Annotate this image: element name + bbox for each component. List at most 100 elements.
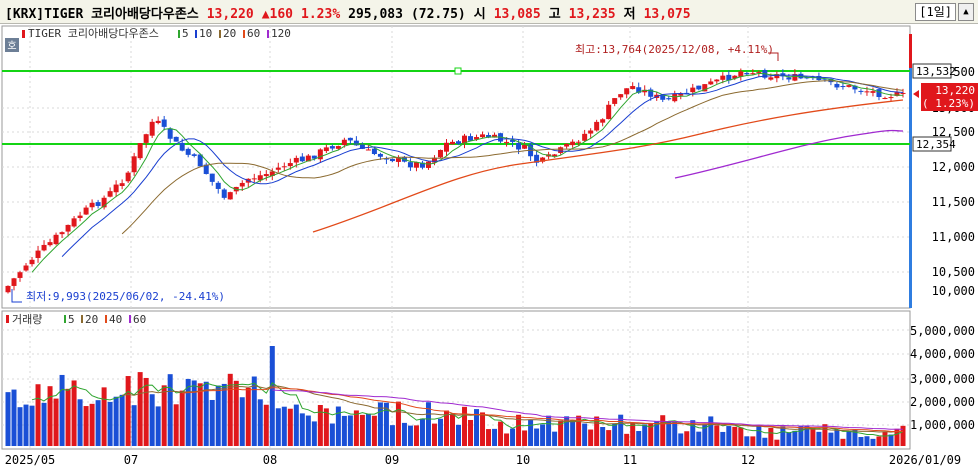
candlestick <box>678 93 684 96</box>
volume-bar <box>179 390 185 446</box>
volume-bar <box>816 431 822 446</box>
volume-bar <box>149 394 155 446</box>
volume-bar <box>810 427 816 446</box>
candlestick <box>143 134 149 143</box>
chart-area[interactable]: 호 TIGER 코리아배당다우존스 5 10 20 60 120 최고:13,764(2… <box>0 24 978 469</box>
volume-bar <box>41 402 47 446</box>
candlestick <box>413 162 419 168</box>
candlestick <box>666 98 672 100</box>
volume-bar <box>227 373 233 446</box>
candlestick <box>269 171 275 177</box>
volume-bar <box>305 415 311 446</box>
candlestick <box>23 265 29 271</box>
candlestick <box>558 147 564 154</box>
volume-bar <box>792 430 798 446</box>
upper-horizontal-line-handle[interactable] <box>454 67 462 75</box>
date-axis-label: 08 <box>263 453 277 467</box>
volume-bar <box>77 399 83 446</box>
volume-bar <box>287 408 293 446</box>
volume-bars <box>5 346 906 446</box>
volume-bar <box>510 428 516 446</box>
volume-bar <box>371 415 377 446</box>
volume-bar <box>690 420 696 446</box>
volume-bar <box>504 433 510 446</box>
volume-bar <box>894 428 900 446</box>
candlestick <box>660 95 666 100</box>
volume-bar <box>173 404 179 446</box>
legend-swatch-volume <box>6 315 9 323</box>
volume-axis: 5,000,000 4,000,000 3,000,000 2,000,000 1,00… <box>910 324 975 432</box>
legend-swatch-price <box>22 30 25 38</box>
candlestick <box>95 202 101 206</box>
lower-line-label: 12,354 <box>916 138 956 151</box>
ma-legend-swatch <box>243 30 245 38</box>
candlesticks <box>5 68 906 294</box>
right-scroll-bar[interactable] <box>909 34 912 308</box>
period-button[interactable]: [1일] <box>915 3 956 21</box>
candlestick <box>293 157 299 163</box>
volume-bar <box>395 401 401 446</box>
candlestick <box>377 153 383 157</box>
low-label: 저 <box>623 7 636 22</box>
volume-bar <box>474 409 480 446</box>
candlestick <box>173 136 179 142</box>
candlestick <box>642 89 648 93</box>
candlestick <box>161 119 167 127</box>
candlestick <box>395 158 401 162</box>
volume-bar <box>125 376 131 446</box>
volume-bar <box>762 437 768 446</box>
candlestick <box>696 85 702 90</box>
price-axis-tick: 11,000 <box>932 230 975 244</box>
volume-bar <box>389 425 395 446</box>
volume-bar <box>377 402 383 446</box>
ma-legend-item: 60 <box>247 27 260 40</box>
volume-axis-tick: 3,000,000 <box>910 372 975 386</box>
volume-bar <box>462 406 468 446</box>
candlestick <box>882 98 888 100</box>
volume-legend-swatch <box>81 315 83 323</box>
volume-bar <box>53 398 59 446</box>
candlestick <box>77 215 83 218</box>
ma20-line <box>121 80 904 235</box>
volume-bar <box>383 402 389 446</box>
volume-bar <box>143 377 149 446</box>
candlestick <box>275 167 281 170</box>
high-label: 고 <box>548 7 561 22</box>
volume-bar <box>161 385 167 446</box>
price-axis-tick: 10,000 <box>932 284 975 298</box>
candlestick <box>858 90 864 92</box>
volume-bar <box>498 421 504 446</box>
candlestick <box>341 139 347 146</box>
candlestick <box>690 87 696 93</box>
ma-legend-item: 10 <box>199 27 212 40</box>
candlestick <box>870 91 876 93</box>
candlestick <box>900 92 906 94</box>
volume-bar <box>654 421 660 446</box>
candlestick <box>486 135 492 138</box>
volume-bar <box>269 346 275 446</box>
candlestick <box>492 134 498 138</box>
volume-bar <box>588 429 594 446</box>
volume-bar <box>750 436 756 446</box>
candlestick <box>708 81 714 85</box>
candlestick <box>480 134 486 138</box>
scroll-up-button[interactable]: ▲ <box>958 3 974 21</box>
price-change-pct: 1.23% <box>301 7 341 22</box>
volume-bar <box>570 420 576 446</box>
date-axis-label: 11 <box>623 453 637 467</box>
volume-legend-swatch <box>64 315 66 323</box>
side-menu-icon[interactable] <box>5 38 19 52</box>
volume-bar <box>413 425 419 446</box>
volume-bar <box>732 426 738 446</box>
candlestick <box>137 143 143 159</box>
candlestick <box>125 172 131 182</box>
volume-bar <box>323 408 329 446</box>
ma120-line <box>674 129 904 179</box>
volume-bar <box>888 434 894 446</box>
volume-bar <box>47 386 53 446</box>
candlestick <box>221 189 227 198</box>
volume-bar <box>624 433 630 446</box>
ma-legend-item: 20 <box>223 27 236 40</box>
candlestick <box>702 84 708 92</box>
candlestick <box>107 191 113 197</box>
